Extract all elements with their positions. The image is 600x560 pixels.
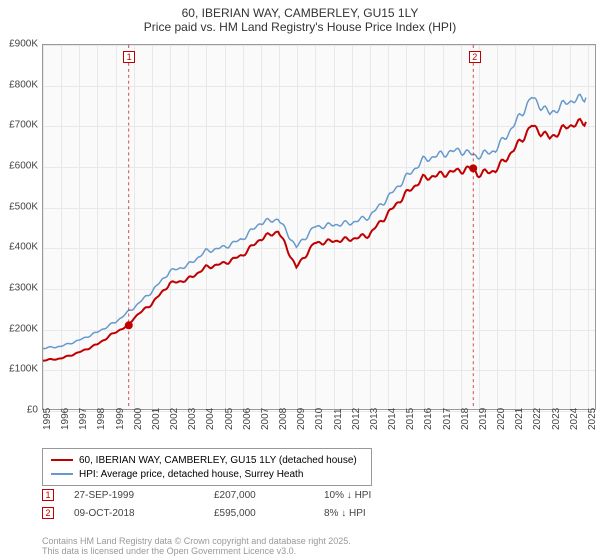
marker-point — [469, 164, 477, 172]
x-tick-label: 2017 — [442, 408, 453, 430]
x-tick-label: 2024 — [569, 408, 580, 430]
y-tick-label: £400K — [9, 242, 38, 253]
series-price_paid — [43, 119, 586, 361]
transactions-table: 1 27-SEP-1999£207,00010% ↓ HPI 2 09-OCT-201… — [42, 486, 424, 522]
transaction-date: 27-SEP-1999 — [74, 490, 214, 501]
transaction-price: £595,000 — [214, 508, 324, 519]
transaction-delta: 10% ↓ HPI — [324, 490, 424, 501]
x-tick-label: 2012 — [351, 408, 362, 430]
legend-label: HPI: Average price, detached house, Surr… — [79, 469, 303, 480]
legend-swatch — [51, 473, 73, 475]
x-tick-label: 2001 — [151, 408, 162, 430]
chart-svg — [43, 45, 595, 409]
x-tick-label: 1998 — [96, 408, 107, 430]
x-axis-labels: 1995199619971998199920002001200220032004… — [42, 414, 596, 448]
x-tick-label: 2006 — [242, 408, 253, 430]
legend: 60, IBERIAN WAY, CAMBERLEY, GU15 1LY (de… — [42, 448, 372, 486]
x-tick-label: 2020 — [496, 408, 507, 430]
transaction-date: 09-OCT-2018 — [74, 508, 214, 519]
transaction-price: £207,000 — [214, 490, 324, 501]
chart-plot-area: 12 — [42, 44, 596, 410]
chart-title: 60, IBERIAN WAY, CAMBERLEY, GU15 1LY Pri… — [0, 0, 600, 34]
marker-callout: 1 — [123, 51, 135, 63]
transaction-row: 1 27-SEP-1999£207,00010% ↓ HPI — [42, 486, 424, 504]
footer-line2: This data is licensed under the Open Gov… — [42, 546, 351, 556]
x-tick-label: 2000 — [133, 408, 144, 430]
legend-item: HPI: Average price, detached house, Surr… — [51, 467, 363, 481]
transaction-marker: 1 — [42, 489, 54, 501]
x-tick-label: 2004 — [205, 408, 216, 430]
y-tick-label: £100K — [9, 364, 38, 375]
marker-callout: 2 — [469, 51, 481, 63]
y-tick-label: £200K — [9, 323, 38, 334]
x-tick-label: 2003 — [187, 408, 198, 430]
y-axis-labels: £0£100K£200K£300K£400K£500K£600K£700K£80… — [0, 44, 42, 410]
y-tick-label: £300K — [9, 283, 38, 294]
x-tick-label: 1997 — [78, 408, 89, 430]
x-tick-label: 2023 — [551, 408, 562, 430]
x-tick-label: 2007 — [260, 408, 271, 430]
x-tick-label: 2011 — [333, 408, 344, 430]
x-tick-label: 2009 — [296, 408, 307, 430]
x-tick-label: 2008 — [278, 408, 289, 430]
title-line2: Price paid vs. HM Land Registry's House … — [0, 20, 600, 34]
transaction-marker: 2 — [42, 507, 54, 519]
x-tick-label: 2022 — [532, 408, 543, 430]
y-tick-label: £800K — [9, 79, 38, 90]
x-tick-label: 1996 — [60, 408, 71, 430]
footer-line1: Contains HM Land Registry data © Crown c… — [42, 536, 351, 546]
y-tick-label: £0 — [27, 405, 38, 416]
legend-item: 60, IBERIAN WAY, CAMBERLEY, GU15 1LY (de… — [51, 453, 363, 467]
x-tick-label: 2018 — [460, 408, 471, 430]
x-tick-label: 2016 — [423, 408, 434, 430]
legend-label: 60, IBERIAN WAY, CAMBERLEY, GU15 1LY (de… — [79, 455, 357, 466]
series-hpi — [43, 94, 586, 348]
title-line1: 60, IBERIAN WAY, CAMBERLEY, GU15 1LY — [0, 6, 600, 20]
x-tick-label: 2002 — [169, 408, 180, 430]
x-tick-label: 2013 — [369, 408, 380, 430]
marker-point — [125, 321, 133, 329]
legend-swatch — [51, 459, 73, 461]
footer-attribution: Contains HM Land Registry data © Crown c… — [42, 536, 351, 556]
x-tick-label: 2014 — [387, 408, 398, 430]
x-tick-label: 1995 — [42, 408, 53, 430]
x-tick-label: 2015 — [405, 408, 416, 430]
x-tick-label: 2025 — [587, 408, 598, 430]
x-tick-label: 1999 — [115, 408, 126, 430]
y-tick-label: £900K — [9, 39, 38, 50]
x-tick-label: 2010 — [314, 408, 325, 430]
transaction-row: 2 09-OCT-2018£595,0008% ↓ HPI — [42, 504, 424, 522]
y-tick-label: £700K — [9, 120, 38, 131]
y-tick-label: £600K — [9, 161, 38, 172]
transaction-delta: 8% ↓ HPI — [324, 508, 424, 519]
x-tick-label: 2019 — [478, 408, 489, 430]
x-tick-label: 2021 — [514, 408, 525, 430]
x-tick-label: 2005 — [224, 408, 235, 430]
y-tick-label: £500K — [9, 201, 38, 212]
